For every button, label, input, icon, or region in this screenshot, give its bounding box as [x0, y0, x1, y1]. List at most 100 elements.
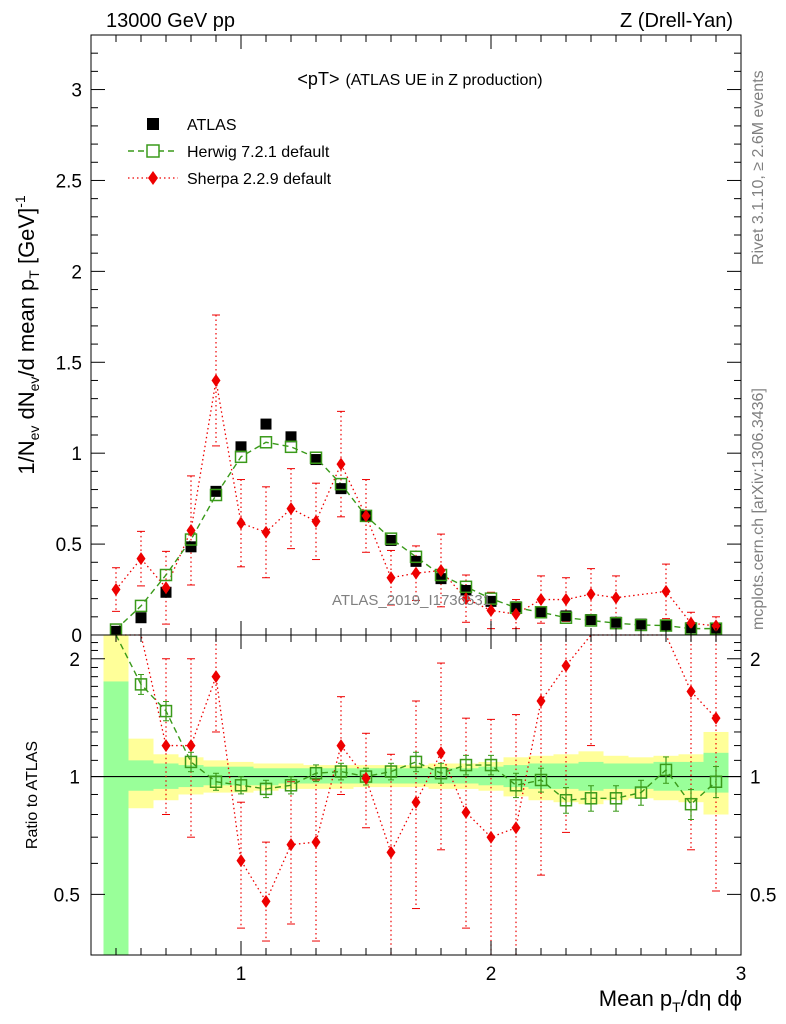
sherpa-main-point	[661, 584, 671, 598]
sherpa-main-point	[711, 619, 721, 633]
atlas-main-point	[410, 555, 422, 567]
herwig-ratio-point	[484, 758, 498, 772]
herwig-ratio-point	[209, 775, 223, 788]
atlas-main-point	[610, 616, 622, 628]
ratio-ylabel: Ratio to ATLAS	[24, 741, 41, 849]
sherpa-main-point	[211, 373, 221, 387]
energy-label: 13000 GeV pp	[106, 10, 235, 32]
ratio-y-tick-label-right: 0.5	[750, 885, 776, 906]
sherpa-main-point	[136, 552, 146, 566]
sherpa-main-point	[686, 616, 696, 630]
legend-atlas-label: ATLAS	[187, 117, 237, 134]
herwig-ratio-point	[134, 678, 148, 691]
sherpa-ratio-point	[461, 805, 471, 819]
herwig-ratio-point	[459, 758, 473, 772]
sherpa-main-point	[411, 566, 421, 580]
herwig-ratio-point	[309, 766, 323, 780]
main-y-tick-label: 1	[71, 444, 82, 465]
sherpa-ratio-point	[386, 845, 396, 859]
atlas-main-point	[185, 541, 197, 553]
herwig-main-point	[534, 606, 548, 619]
atlas-main-point	[235, 441, 247, 453]
x-tick-label: 1	[236, 964, 247, 985]
legend-herwig-label: Herwig 7.2.1 default	[187, 144, 330, 161]
atlas-main-point	[460, 584, 472, 596]
herwig-main-point	[209, 488, 223, 502]
xlabel: Mean pT/dη dϕ	[599, 986, 742, 1015]
ratio-stat-band	[403, 768, 429, 784]
herwig-main-point	[459, 580, 473, 594]
main-title-main: <pT>	[297, 69, 339, 89]
herwig-ratio-point	[159, 704, 173, 718]
herwig-ratio-point	[409, 755, 423, 769]
atlas-main-point	[310, 454, 322, 466]
sherpa-main-point	[161, 581, 171, 595]
atlas-main-point	[260, 418, 272, 430]
ratio-axes: 0.5 0.5 1 1 2 2 1 2 3	[54, 635, 776, 985]
main-panel: 0 0.5 1 1.5 2 2.5 3 ATLAS_2019_I1736531 <pT> (A…	[12, 34, 742, 647]
atlas-main-point	[535, 606, 547, 618]
sherpa-ratio-point	[261, 894, 271, 908]
sherpa-main-point	[336, 457, 346, 471]
sherpa-main-point	[561, 593, 571, 607]
sherpa-ratio-point	[186, 739, 196, 753]
herwig-ratio-point	[384, 765, 398, 778]
herwig-ratio-point	[559, 793, 573, 807]
ratio-stat-band	[128, 760, 154, 791]
sherpa-ratio-point	[561, 659, 571, 673]
herwig-main-point	[309, 451, 323, 464]
sherpa-ratio-point	[311, 835, 321, 849]
herwig-main-point	[559, 611, 573, 624]
main-y-tick-label: 0.5	[56, 535, 82, 556]
atlas-main-point	[435, 573, 447, 585]
ratio-y-tick-label-right: 2	[750, 650, 761, 671]
sherpa-main-point	[486, 603, 496, 617]
mcplots-label: mcplots.cern.ch [arXiv:1306.3436]	[750, 388, 767, 630]
sherpa-main-point	[436, 563, 446, 577]
atlas-main-point	[660, 620, 672, 632]
ratio-y-tick-label: 0.5	[54, 885, 80, 906]
sherpa-ratio-point	[336, 739, 346, 753]
rivet-label: Rivet 3.1.10, ≥ 2.6M events	[750, 70, 767, 265]
sherpa-ratio-point	[536, 694, 546, 708]
atlas-main-point	[585, 614, 597, 626]
herwig-main-point	[284, 440, 298, 454]
herwig-ratio-point	[659, 763, 673, 777]
main-axes: 0 0.5 1 1.5 2 2.5 3	[56, 35, 742, 647]
herwig-ratio-point	[284, 779, 298, 792]
sherpa-ratio-point	[286, 838, 296, 852]
legend: ATLAS Herwig 7.2.1 default Sherpa 2.2.9 de…	[128, 117, 332, 188]
main-title: <pT> (ATLAS UE in Z production)	[297, 69, 542, 89]
atlas-main-point	[485, 595, 497, 607]
sherpa-main-point	[361, 509, 371, 523]
main-ylabel: 1/Nev dNev/d mean pT [GeV]-1	[12, 195, 42, 475]
sherpa-main-point	[536, 593, 546, 607]
process-label: Z (Drell-Yan)	[620, 10, 733, 32]
main-plot-content	[109, 314, 723, 637]
main-title-sub: (ATLAS UE in Z production)	[345, 72, 542, 89]
sherpa-ratio-point	[686, 684, 696, 698]
herwig-main-point	[334, 477, 348, 491]
sherpa-main-point	[586, 587, 596, 601]
main-y-tick-label: 1.5	[56, 353, 82, 374]
x-tick-label: 3	[736, 964, 747, 985]
atlas-main-point	[210, 485, 222, 497]
ratio-stat-band	[103, 681, 129, 955]
main-y-tick-label: 2.5	[56, 171, 82, 192]
sherpa-ratio-point	[211, 670, 221, 684]
herwig-main-point	[384, 532, 398, 545]
sherpa-ratio-point	[161, 739, 171, 753]
atlas-main-point	[385, 534, 397, 546]
atlas-main-point	[285, 431, 297, 443]
x-tick-label: 2	[486, 964, 497, 985]
herwig-ratio-point	[684, 797, 698, 811]
atlas-main-point	[510, 601, 522, 613]
herwig-ratio-point	[509, 779, 523, 792]
ratio-panel: 0.5 0.5 1 1 2 2 1 2 3 Ratio to ATLAS	[24, 634, 776, 985]
herwig-main-point	[234, 450, 248, 464]
sherpa-main-point	[461, 592, 471, 606]
main-y-tick-label: 3	[71, 81, 82, 102]
herwig-ratio-point	[234, 779, 248, 792]
herwig-ratio-point	[534, 773, 548, 787]
sherpa-main-point	[186, 523, 196, 537]
